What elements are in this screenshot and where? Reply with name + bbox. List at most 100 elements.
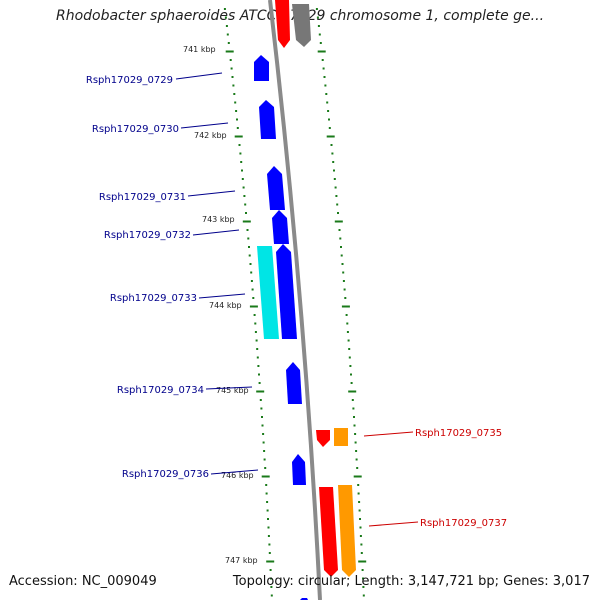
tick-mark: [246, 229, 249, 231]
leader-line: [363, 431, 414, 437]
gene-label[interactable]: Rsph17029_0731: [99, 192, 186, 203]
tick-mark: [338, 229, 341, 231]
tick-mark: [339, 237, 342, 240]
tick-mark: [361, 569, 364, 571]
leader-line: [198, 293, 246, 299]
tick-mark: [242, 220, 251, 223]
tick-mark: [340, 254, 343, 257]
tick-mark: [267, 526, 270, 529]
gene-arrow-forward[interactable]: [276, 244, 297, 339]
tick-mark: [317, 50, 326, 53]
kbp-label: 746 kbp: [221, 471, 254, 480]
gene-label[interactable]: Rsph17029_0733: [110, 293, 197, 304]
gene-arrow-forward[interactable]: [286, 362, 302, 404]
tick-mark: [342, 271, 345, 274]
label-leaders: [175, 72, 419, 527]
tick-mark: [254, 322, 257, 325]
kbp-label: 744 kbp: [209, 301, 242, 310]
tick-mark: [346, 331, 349, 333]
tick-mark: [350, 382, 353, 384]
tick-mark: [256, 348, 259, 350]
leader-line: [192, 229, 240, 236]
tick-mark: [248, 254, 251, 257]
tick-mark: [269, 569, 272, 571]
tick-mark: [254, 331, 257, 333]
tick-mark: [328, 127, 331, 129]
tick-mark: [262, 433, 265, 435]
gene-arrow-forward[interactable]: [292, 454, 306, 485]
left-tick-track: [223, 8, 275, 597]
tick-mark: [318, 33, 321, 36]
kbp-label: 745 kbp: [216, 386, 249, 395]
tick-mark: [354, 433, 357, 435]
gene-arrow-forward[interactable]: [254, 55, 269, 81]
tick-mark: [236, 118, 238, 121]
gene-label[interactable]: Rsph17029_0735: [415, 428, 502, 439]
tick-mark: [315, 8, 318, 10]
tick-mark: [321, 59, 324, 61]
tick-mark: [265, 484, 268, 486]
tick-mark: [267, 518, 269, 520]
tick-mark: [357, 492, 360, 495]
tick-mark: [261, 424, 264, 427]
gene-arrow-reverse[interactable]: [338, 485, 356, 577]
tick-mark: [347, 339, 350, 342]
tick-mark: [224, 16, 227, 19]
tick-mark: [337, 212, 339, 214]
tick-mark: [249, 305, 258, 308]
tick-mark: [342, 280, 345, 282]
tick-mark: [256, 356, 259, 359]
tick-mark: [266, 509, 269, 512]
topology-text: Topology: circular; Length: 3,147,721 bp…: [232, 574, 590, 589]
tick-mark: [270, 586, 273, 588]
tick-mark: [265, 492, 268, 495]
gene-label[interactable]: Rsph17029_0736: [122, 469, 209, 480]
tick-mark: [261, 475, 270, 478]
gene-label[interactable]: Rsph17029_0730: [92, 124, 179, 135]
chromosome-backbone: [268, 0, 322, 600]
gene-arrow-forward[interactable]: [267, 166, 285, 210]
tick-mark: [241, 178, 244, 180]
tick-mark: [234, 135, 243, 138]
tick-mark: [261, 416, 263, 418]
tick-mark: [240, 161, 243, 163]
leader-line: [187, 190, 236, 197]
tick-mark: [268, 552, 271, 554]
tick-mark: [225, 50, 234, 53]
tick-mark: [353, 424, 356, 427]
tick-mark: [331, 152, 334, 155]
tick-mark: [323, 76, 326, 78]
gene-label[interactable]: Rsph17029_0734: [117, 385, 204, 396]
gene-arrow-reverse[interactable]: [316, 430, 330, 447]
reverse-genes: [275, 0, 356, 577]
tick-mark: [231, 76, 234, 78]
gene-arrow-forward[interactable]: [259, 100, 276, 139]
tick-mark: [316, 16, 319, 19]
gene-label[interactable]: Rsph17029_0737: [420, 518, 507, 529]
tick-mark: [270, 594, 273, 597]
gene-arrow-forward[interactable]: [257, 246, 279, 339]
tick-mark: [362, 586, 365, 588]
tick-mark: [270, 577, 272, 580]
gene-arrow-reverse[interactable]: [275, 0, 290, 48]
gene-arrow-reverse[interactable]: [319, 487, 338, 577]
tick-mark: [362, 594, 365, 597]
tick-mark: [355, 458, 358, 461]
gene-label[interactable]: Rsph17029_0729: [86, 75, 173, 86]
gene-label[interactable]: Rsph17029_0732: [104, 230, 191, 241]
gene-arrow-forward[interactable]: [272, 210, 289, 244]
gene-arrow-reverse[interactable]: [292, 4, 311, 47]
tick-mark: [335, 195, 338, 197]
tick-mark: [324, 84, 327, 87]
tick-mark: [249, 263, 252, 265]
tick-mark: [330, 144, 333, 146]
tick-mark: [349, 365, 352, 367]
tick-mark: [256, 390, 265, 393]
tick-mark: [255, 339, 258, 342]
tick-mark: [326, 101, 329, 104]
tick-mark: [253, 314, 256, 316]
gene-arrow-reverse[interactable]: [334, 428, 348, 446]
tick-mark: [262, 441, 265, 444]
tick-mark: [252, 297, 255, 299]
